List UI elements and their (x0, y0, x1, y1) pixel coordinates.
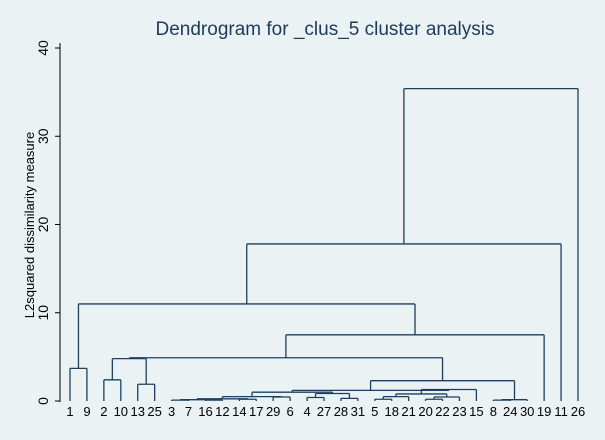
leaf-label: 16 (198, 404, 212, 419)
leaf-label: 19 (537, 404, 551, 419)
leaf-label: 30 (520, 404, 534, 419)
leaf-label: 7 (185, 404, 192, 419)
leaf-label: 6 (287, 404, 294, 419)
leaf-label: 21 (401, 404, 415, 419)
leaf-label: 17 (249, 404, 263, 419)
leaf-label: 14 (232, 404, 246, 419)
y-tick-label: 40 (35, 40, 51, 56)
leaf-label: 2 (100, 404, 107, 419)
leaf-label: 1 (66, 404, 73, 419)
leaf-label: 31 (351, 404, 365, 419)
y-tick-label: 30 (35, 128, 51, 144)
leaf-label: 9 (83, 404, 90, 419)
leaf-label: 28 (334, 404, 348, 419)
leaf-label: 23 (452, 404, 466, 419)
leaf-label: 10 (114, 404, 128, 419)
chart-title: Dendrogram for _clus_5 cluster analysis (156, 19, 495, 40)
leaf-label: 22 (435, 404, 449, 419)
leaf-label: 18 (384, 404, 398, 419)
leaf-label: 12 (215, 404, 229, 419)
leaf-label: 24 (503, 404, 517, 419)
leaf-labels: 1 9 2 10 13 25 3 7 16 12 14 17 29 6 4 27 28 31 5 18 21 20 22 23… (66, 404, 585, 419)
leaf-label: 15 (469, 404, 483, 419)
y-tick-label: 0 (35, 397, 51, 405)
y-tick-label: 20 (35, 217, 51, 233)
dendrogram-branches (69, 87, 579, 401)
y-axis-label: L2squared dissimilarity measure (22, 132, 37, 318)
leaf-label: 26 (571, 404, 585, 419)
leaf-label: 4 (303, 404, 310, 419)
leaf-label: 5 (371, 404, 378, 419)
leaf-label: 11 (554, 404, 568, 419)
y-tick-label: 10 (35, 305, 51, 321)
leaf-label: 27 (317, 404, 331, 419)
y-axis-ticks: 0 10 20 30 40 (35, 40, 60, 405)
leaf-label: 3 (168, 404, 175, 419)
leaf-label: 13 (130, 404, 144, 419)
leaf-label: 25 (147, 404, 161, 419)
leaf-label: 20 (418, 404, 432, 419)
leaf-label: 8 (490, 404, 497, 419)
leaf-label: 29 (266, 404, 280, 419)
